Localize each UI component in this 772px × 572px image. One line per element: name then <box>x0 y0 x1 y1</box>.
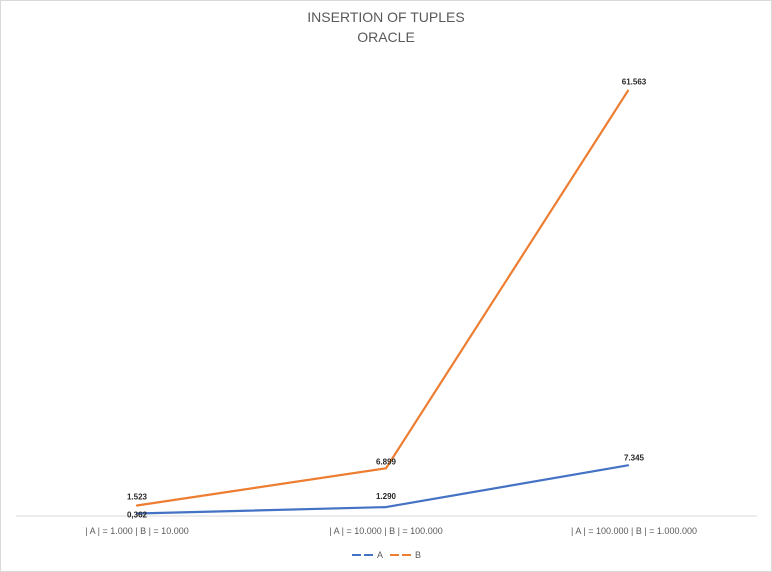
data-labels: 0,362 1.290 7.345 1.523 6.899 61.563 <box>127 78 647 520</box>
data-label-a-0: 0,362 <box>127 510 148 519</box>
chart-title-line-2: ORACLE <box>357 29 415 45</box>
series-line-b <box>135 89 630 507</box>
data-label-b-2: 61.563 <box>622 78 647 87</box>
x-tick-label-0: | A | = 1.000 | B | = 10.000 <box>85 526 188 536</box>
series-line-a <box>135 464 630 515</box>
data-label-b-0: 1.523 <box>127 492 148 501</box>
legend-label-b: B <box>415 550 421 560</box>
x-tick-labels: | A | = 1.000 | B | = 10.000 | A | = 10.0… <box>85 526 697 536</box>
x-tick-label-1: | A | = 10.000 | B | = 100.000 <box>329 526 442 536</box>
x-tick-label-2: | A | = 100.000 | B | = 1.000.000 <box>571 526 697 536</box>
chart-title-line-1: INSERTION OF TUPLES <box>307 9 464 25</box>
series-layer <box>135 89 630 515</box>
data-label-a-2: 7.345 <box>624 453 645 462</box>
legend-label-a: A <box>377 550 383 560</box>
data-label-b-1: 6.899 <box>376 457 397 466</box>
data-label-a-1: 1.290 <box>376 492 397 501</box>
